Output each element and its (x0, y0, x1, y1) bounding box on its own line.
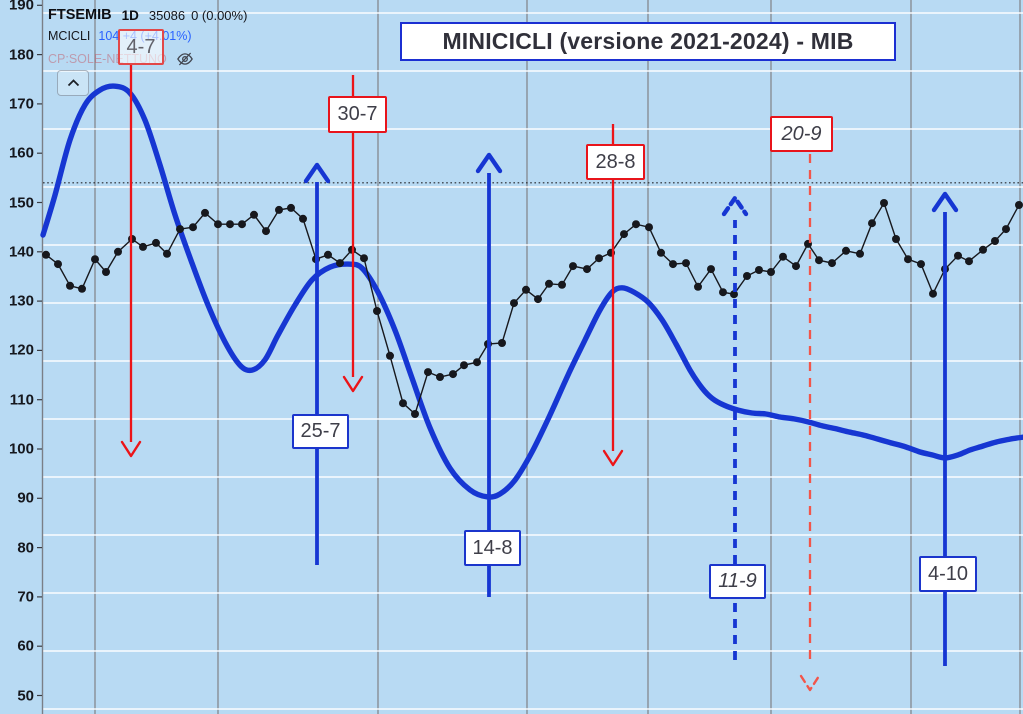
indicator-collapse-button[interactable] (57, 70, 89, 96)
price-line[interactable] (45, 201, 1020, 416)
annotation-label-4-7[interactable]: 4-7 (118, 29, 164, 65)
y-axis-label-110: 110 (9, 391, 34, 409)
annotation-label-4-10[interactable]: 4-10 (919, 556, 977, 592)
y-axis-label-100: 100 (8, 440, 34, 458)
annotation-arrow-4-7[interactable] (120, 65, 142, 458)
chevron-up-icon (67, 79, 80, 87)
grid-horizontal (43, 12, 1023, 710)
indicator-name: MCICLI (48, 29, 91, 43)
y-axis-label-150: 150 (8, 194, 34, 211)
annotation-label-28-8[interactable]: 28-8 (586, 144, 645, 180)
legend-symbol-row[interactable]: FTSEMIB 1D 35086 0 (0.00%) (48, 7, 247, 23)
y-axis-label-140: 140 (8, 243, 34, 261)
y-axis-label-130: 130 (8, 292, 34, 310)
chart-title-text: MINICICLI (versione 2021-2024) - MIB (442, 28, 854, 54)
last-price: 35086 (148, 7, 186, 23)
annotation-label-25-7[interactable]: 25-7 (292, 414, 349, 449)
annotation-label-14-8[interactable]: 14-8 (464, 530, 521, 566)
annotation-arrow-20-9[interactable] (799, 154, 821, 692)
y-axis-label-60: 60 (17, 637, 34, 655)
price-axis-ticks (37, 4, 42, 697)
price-change: 0 (0.00%) (191, 7, 248, 23)
y-axis-label-80: 80 (17, 539, 34, 557)
price-scale[interactable]: 190 180 170 160 150 140 130 120 110 100 90 80 70 60 50 (0, 0, 42, 714)
mcicli-curve[interactable] (40, 83, 1023, 500)
symbol-name: FTSEMIB (48, 7, 112, 23)
interval-label[interactable]: 1D (121, 7, 139, 23)
y-axis-label-170: 170 (8, 95, 34, 113)
y-axis-label-160: 160 (8, 144, 34, 162)
y-axis-label-90: 90 (17, 489, 34, 507)
price-markers (42, 199, 1023, 418)
annotation-label-30-7[interactable]: 30-7 (328, 96, 387, 133)
y-axis-label-70: 70 (17, 588, 34, 606)
y-axis-label-180: 180 (8, 46, 34, 64)
visibility-off-icon[interactable] (176, 50, 194, 68)
y-axis-label-50: 50 (17, 687, 34, 704)
annotation-label-11-9[interactable]: 11-9 (709, 564, 766, 599)
annotation-label-20-9[interactable]: 20-9 (770, 116, 833, 152)
annotation-arrow-11-9[interactable] (721, 195, 749, 660)
y-axis-label-190: 190 (8, 0, 34, 14)
annotation-arrow-14-8[interactable] (475, 152, 503, 597)
annotation-arrow-25-7[interactable] (303, 162, 331, 565)
y-axis-label-120: 120 (8, 341, 34, 359)
chart-title[interactable]: MINICICLI (versione 2021-2024) - MIB (400, 22, 896, 61)
annotation-arrow-4-10[interactable] (931, 191, 959, 666)
